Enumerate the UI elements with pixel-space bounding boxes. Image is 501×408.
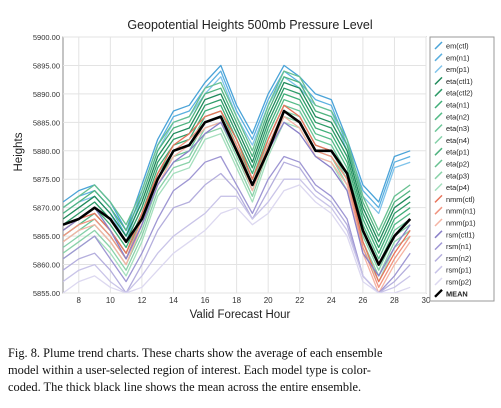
legend-swatch bbox=[434, 277, 443, 286]
legend-label: eta(p2) bbox=[446, 160, 469, 169]
legend-label: eta(ctl1) bbox=[446, 77, 473, 86]
series-line bbox=[63, 155, 411, 293]
caption-line: model within a user-selected region of i… bbox=[8, 363, 371, 377]
y-tick-label: 5865.00 bbox=[33, 232, 60, 241]
legend-box bbox=[429, 36, 495, 302]
legend-swatch bbox=[434, 100, 443, 109]
legend-label: MEAN bbox=[446, 289, 468, 298]
legend-label: nmm(p1) bbox=[446, 219, 476, 228]
legend-swatch bbox=[434, 147, 443, 156]
legend-label: nmm(ctl) bbox=[446, 195, 475, 204]
legend-label: eta(n3) bbox=[446, 124, 469, 133]
plume-chart: Geopotential Heights 500mb Pressure Leve… bbox=[13, 18, 495, 321]
legend-swatch bbox=[434, 53, 443, 62]
y-tick-label: 5895.00 bbox=[33, 61, 60, 70]
series-line bbox=[63, 161, 411, 293]
y-tick-label: 5860.00 bbox=[33, 261, 60, 270]
series-line bbox=[63, 178, 411, 293]
y-tick-label: 5880.00 bbox=[33, 147, 60, 156]
legend-label: eta(p3) bbox=[446, 171, 469, 180]
series-line bbox=[63, 184, 411, 293]
x-axis-label: Valid Forecast Hour bbox=[190, 309, 291, 321]
legend-swatch bbox=[434, 242, 443, 251]
legend-label: em(n1) bbox=[446, 53, 469, 62]
legend-swatch bbox=[434, 218, 443, 227]
legend-swatch bbox=[434, 88, 443, 97]
legend-label: eta(ctl2) bbox=[446, 89, 473, 98]
x-tick-label: 8 bbox=[77, 296, 82, 305]
x-tick-label: 30 bbox=[422, 296, 431, 305]
legend-swatch bbox=[434, 124, 443, 133]
legend-swatch bbox=[434, 230, 443, 239]
series-line bbox=[63, 70, 411, 232]
legend-label: rsm(p1) bbox=[446, 266, 471, 275]
series-line-mean bbox=[63, 109, 412, 266]
legend-swatch bbox=[434, 253, 443, 262]
legend-swatch bbox=[434, 171, 443, 180]
legend-label: em(ctl) bbox=[446, 42, 469, 51]
x-tick-label: 12 bbox=[137, 296, 146, 305]
legend-label: eta(p1) bbox=[446, 148, 469, 157]
legend-swatch bbox=[434, 159, 443, 168]
legend-label: rsm(n1) bbox=[446, 242, 471, 251]
x-tick-label: 28 bbox=[390, 296, 399, 305]
legend-swatch bbox=[434, 135, 443, 144]
legend-swatch bbox=[434, 265, 443, 274]
x-tick-label: 10 bbox=[106, 296, 115, 305]
y-tick-label: 5870.00 bbox=[33, 204, 60, 213]
x-tick-label: 22 bbox=[295, 296, 304, 305]
series-line bbox=[63, 76, 411, 237]
y-axis-label: Heights bbox=[13, 132, 25, 171]
y-tick-label: 5890.00 bbox=[33, 90, 60, 99]
legend-label: eta(n2) bbox=[446, 112, 469, 121]
y-tick-label: 5900.00 bbox=[33, 33, 60, 42]
legend-swatch bbox=[434, 206, 443, 215]
x-tick-label: 26 bbox=[358, 296, 367, 305]
legend-label: em(p1) bbox=[446, 65, 469, 74]
legend-swatch bbox=[434, 41, 443, 50]
legend-swatch bbox=[434, 76, 443, 85]
x-tick-label: 24 bbox=[327, 296, 336, 305]
legend-label: nmm(n1) bbox=[446, 207, 476, 216]
y-tick-label: 5875.00 bbox=[33, 175, 60, 184]
x-tick-label: 14 bbox=[169, 296, 178, 305]
y-tick-label: 5885.00 bbox=[33, 118, 60, 127]
caption-line: Fig. 8. Plume trend charts. These charts… bbox=[8, 346, 383, 360]
legend-label: eta(n4) bbox=[446, 136, 469, 145]
legend-label: rsm(n2) bbox=[446, 254, 471, 263]
figure-caption: Fig. 8. Plume trend charts. These charts… bbox=[8, 345, 495, 396]
x-tick-label: 16 bbox=[201, 296, 210, 305]
legend-label: eta(p4) bbox=[446, 183, 469, 192]
caption-line: coded. The thick black line shows the me… bbox=[8, 380, 362, 394]
legend-swatch bbox=[434, 65, 443, 74]
legend-label: rsm(p2) bbox=[446, 278, 471, 287]
legend-label: eta(n1) bbox=[446, 101, 469, 110]
chart-title: Geopotential Heights 500mb Pressure Leve… bbox=[127, 18, 372, 32]
legend-swatch bbox=[434, 194, 443, 203]
y-tick-label: 5855.00 bbox=[33, 289, 60, 298]
series-line bbox=[63, 110, 411, 288]
legend-swatch bbox=[434, 288, 443, 298]
legend-swatch bbox=[434, 112, 443, 121]
series-line bbox=[63, 64, 411, 232]
legend-swatch bbox=[434, 183, 443, 192]
series-line bbox=[63, 81, 411, 243]
x-tick-label: 20 bbox=[264, 296, 273, 305]
legend-label: rsm(ctl1) bbox=[446, 230, 475, 239]
x-tick-label: 18 bbox=[232, 296, 241, 305]
